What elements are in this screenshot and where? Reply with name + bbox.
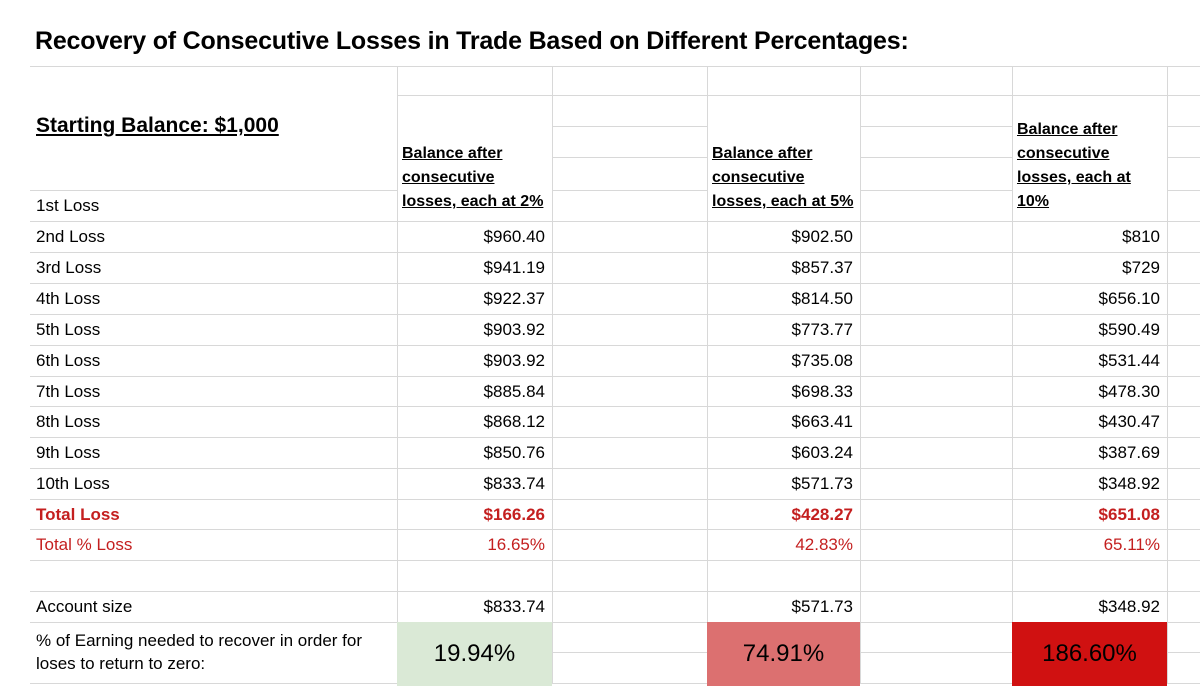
gridline <box>552 126 707 127</box>
cell-2pct: $850.76 <box>483 443 545 462</box>
row-label: 5th Loss <box>36 320 101 339</box>
row-label: 9th Loss <box>36 443 101 462</box>
cell-5pct-total-pct: 42.83% <box>795 535 853 554</box>
gridline <box>552 157 707 158</box>
gridline <box>707 66 708 683</box>
gridline <box>30 499 1200 500</box>
gridline <box>30 622 1200 623</box>
row-label: 8th Loss <box>36 412 101 431</box>
cell-5pct: $902.50 <box>791 227 853 246</box>
gridline <box>30 683 1200 684</box>
cell-recovery-10pct: 186.60% <box>1012 622 1167 686</box>
cell-2pct: $885.84 <box>483 382 545 401</box>
cell-10pct: $387.69 <box>1098 443 1160 462</box>
row-label: 4th Loss <box>36 289 101 308</box>
row-label: 2nd Loss <box>36 227 105 246</box>
cell-5pct-account: $571.73 <box>791 597 853 616</box>
gridline <box>860 66 861 683</box>
cell-2pct-account: $833.74 <box>483 597 545 616</box>
cell-10pct <box>1012 190 1160 221</box>
cell-5pct: $773.77 <box>791 320 853 339</box>
gridline <box>30 468 1200 469</box>
cell-10pct-account: $348.92 <box>1098 597 1160 616</box>
cell-2pct-total-pct: 16.65% <box>487 535 545 554</box>
gridline <box>1167 190 1200 191</box>
cell-2pct-total: $166.26 <box>483 505 545 524</box>
cell-5pct: $698.33 <box>791 382 853 401</box>
gridline <box>1167 652 1200 653</box>
cell-2pct: $903.92 <box>483 351 545 370</box>
row-label-account-size: Account size <box>36 597 133 616</box>
cell-10pct: $430.47 <box>1098 412 1160 431</box>
gridline <box>30 406 1200 407</box>
row-label: 7th Loss <box>36 382 101 401</box>
cell-10pct: $531.44 <box>1098 351 1160 370</box>
cell-10pct: $478.30 <box>1098 382 1160 401</box>
gridline <box>30 529 1200 530</box>
cell-2pct: $833.74 <box>483 474 545 493</box>
row-label: 6th Loss <box>36 351 101 370</box>
cell-2pct: $903.92 <box>483 320 545 339</box>
gridline <box>1012 66 1013 683</box>
row-label: 3rd Loss <box>36 258 102 277</box>
cell-2pct: $941.19 <box>483 258 545 277</box>
column-header-10pct: Balance after consecutive losses, each a… <box>1017 121 1131 210</box>
gridline <box>860 190 1012 191</box>
gridline <box>552 652 707 653</box>
cell-2pct: $960.40 <box>483 227 545 246</box>
row-label: 10th Loss <box>36 474 110 493</box>
gridline <box>1167 66 1168 683</box>
cell-10pct-total-pct: 65.11% <box>1103 535 1160 554</box>
gridline <box>30 283 1200 284</box>
gridline <box>30 591 1200 592</box>
gridline <box>1167 126 1200 127</box>
gridline <box>397 66 398 683</box>
cell-2pct: $868.12 <box>483 412 545 431</box>
gridline <box>30 66 1200 67</box>
cell-recovery-2pct: 19.94% <box>397 622 552 686</box>
cell-5pct: $571.73 <box>791 474 853 493</box>
gridline <box>397 95 1200 96</box>
cell-10pct: $590.49 <box>1098 320 1160 339</box>
row-label-total-pct-loss: Total % Loss <box>36 535 133 554</box>
gridline <box>30 376 1200 377</box>
row-label: 1st Loss <box>36 196 100 215</box>
row-label-recovery: % of Earning needed to recover in order … <box>36 631 363 673</box>
gridline <box>30 221 1200 222</box>
cell-2pct <box>397 190 545 221</box>
gridline <box>860 126 1012 127</box>
cell-5pct <box>707 190 853 221</box>
gridline <box>30 314 1200 315</box>
cell-5pct: $663.41 <box>791 412 853 431</box>
cell-10pct: $729 <box>1122 258 1160 277</box>
column-header-2pct: Balance after consecutive losses, each a… <box>402 145 544 210</box>
gridline <box>1167 157 1200 158</box>
cell-10pct: $810 <box>1122 227 1160 246</box>
cell-2pct: $922.37 <box>483 289 545 308</box>
gridline <box>552 190 707 191</box>
gridline <box>30 190 397 191</box>
starting-balance-label: Starting Balance: $1,000 <box>36 114 279 137</box>
cell-10pct: $656.10 <box>1098 289 1160 308</box>
gridline <box>30 437 1200 438</box>
gridline <box>30 560 1200 561</box>
cell-recovery-5pct: 74.91% <box>707 622 860 686</box>
cell-5pct: $735.08 <box>791 351 853 370</box>
page-title: Recovery of Consecutive Losses in Trade … <box>35 27 909 55</box>
column-header-5pct: Balance after consecutive losses, each a… <box>712 145 854 210</box>
cell-5pct: $814.50 <box>791 289 853 308</box>
gridline <box>860 157 1012 158</box>
cell-5pct-total: $428.27 <box>791 505 853 524</box>
row-label-total-loss: Total Loss <box>36 505 120 524</box>
cell-5pct: $603.24 <box>791 443 853 462</box>
gridline <box>30 252 1200 253</box>
gridline <box>860 652 1012 653</box>
gridline <box>552 66 553 683</box>
cell-5pct: $857.37 <box>791 258 853 277</box>
gridline <box>30 345 1200 346</box>
cell-10pct-total: $651.08 <box>1098 505 1160 524</box>
cell-10pct: $348.92 <box>1098 474 1160 493</box>
